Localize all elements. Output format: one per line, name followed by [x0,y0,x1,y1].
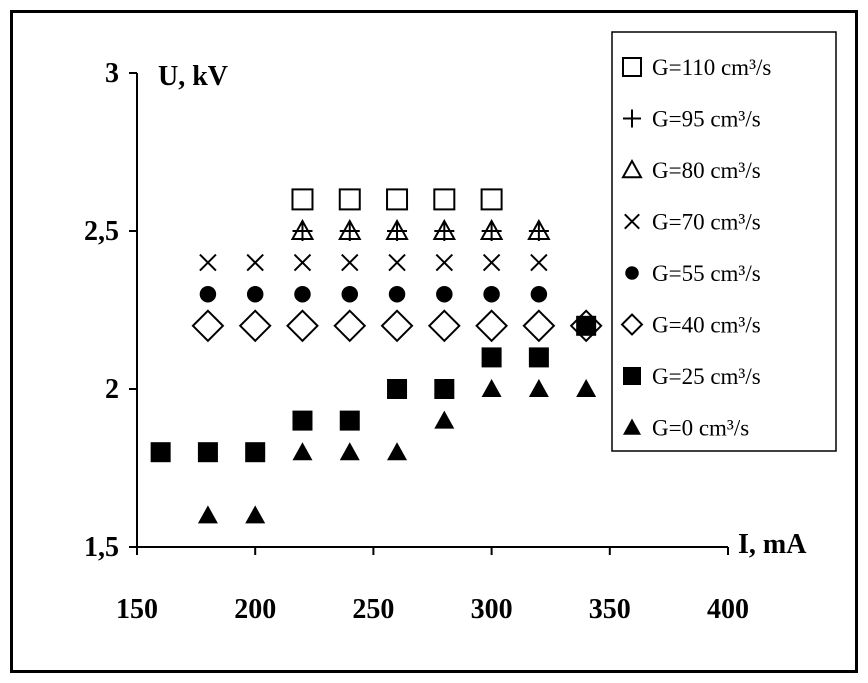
legend-label-1: G=95 cm³/s [652,107,761,132]
data-point-series-3 [435,253,454,272]
data-point-series-5 [380,309,414,343]
data-point-series-6 [197,442,218,463]
data-point-series-4 [530,285,548,303]
data-point-series-5 [333,309,367,343]
legend-marker-7 [623,418,641,435]
axes [136,73,728,548]
legend-box [611,31,837,452]
x-tick-label: 150 [116,594,158,625]
data-point-series-5 [427,309,461,343]
data-point-series-3 [199,253,217,272]
data-point-series-7 [481,379,502,397]
data-point-series-7 [576,379,597,397]
data-point-series-4 [483,285,500,303]
data-point-series-2 [338,218,362,240]
data-point-series-2 [527,218,551,240]
legend-label-6: G=25 cm³/s [652,364,761,389]
y-tick-label: 1,5 [84,532,119,563]
data-point-series-4 [341,285,359,303]
data-point-series-3 [388,253,406,272]
data-point-series-7 [245,505,266,524]
y-tick-label: 2,5 [84,216,119,247]
legend-label-3: G=70 cm³/s [652,210,761,235]
legend-label-2: G=80 cm³/s [652,158,761,183]
legend-marker-2 [621,158,643,179]
y-axis-title: U, kV [158,61,228,92]
x-tick-label: 350 [589,594,631,625]
legend-marker-5 [620,313,644,336]
data-point-series-6 [150,442,171,463]
data-point-series-2 [385,218,409,240]
y-tick-label: 2 [105,374,119,405]
data-point-series-5 [286,309,319,343]
legend: G=110 cm³/s G=95 cm³/s G=80 cm³/s G=70 cm³/… [611,31,837,452]
data-point-series-0 [338,188,361,211]
data-point-series-7 [387,442,408,461]
data-point-series-0 [480,188,503,211]
data-point-series-7 [434,410,455,429]
data-point-series-0 [433,188,456,211]
legend-marker-4 [625,266,639,280]
data-point-series-4 [294,285,311,303]
data-point-series-3 [482,253,501,272]
data-point-series-5 [475,309,509,343]
data-point-series-7 [528,379,549,397]
data-point-series-6 [576,315,597,336]
data-point-series-2 [290,218,315,240]
data-point-series-5 [238,309,272,343]
data-point-series-4 [246,285,264,303]
data-point-series-6 [339,410,360,431]
legend-label-4: G=55 cm³/s [652,261,761,286]
legend-marker-3 [624,213,640,230]
data-point-series-3 [293,253,312,272]
data-point-series-4 [199,285,217,303]
data-point-series-3 [246,253,264,272]
data-point-series-0 [386,188,409,211]
data-point-series-2 [432,218,457,240]
x-tick-label: 300 [471,594,513,625]
data-point-series-4 [388,285,406,303]
legend-label-5: G=40 cm³/s [652,313,761,338]
data-point-series-6 [245,442,266,463]
data-point-series-7 [197,505,218,524]
x-ticks: 150 200 250 300 350 400 [116,547,749,625]
data-point-series-7 [292,442,313,461]
data-point-series-3 [341,253,359,272]
data-point-series-5 [191,309,225,343]
x-tick-label: 250 [352,594,394,625]
legend-marker-0 [622,57,642,77]
legend-label-7: G=0 cm³/s [652,416,749,441]
data-point-series-7 [339,442,360,461]
data-points [150,188,603,524]
data-point-series-3 [530,253,548,272]
x-axis-title: I, mA [738,529,807,560]
legend-marker-1 [623,109,641,128]
x-tick-label: 400 [707,594,749,625]
x-tick-label: 200 [234,594,276,625]
legend-label-0: G=110 cm³/s [652,55,771,80]
data-point-series-5 [522,309,556,343]
y-tick-label: 3 [105,58,119,89]
data-point-series-4 [436,285,453,303]
y-ticks: 1,5 2 2,5 3 [84,58,137,563]
legend-marker-6 [623,367,641,385]
data-point-series-6 [481,347,502,368]
data-point-series-6 [292,410,313,431]
data-point-series-0 [291,188,314,211]
data-point-series-6 [434,379,455,399]
data-point-series-6 [528,347,549,368]
data-point-series-2 [479,218,504,240]
data-point-series-6 [387,379,408,399]
